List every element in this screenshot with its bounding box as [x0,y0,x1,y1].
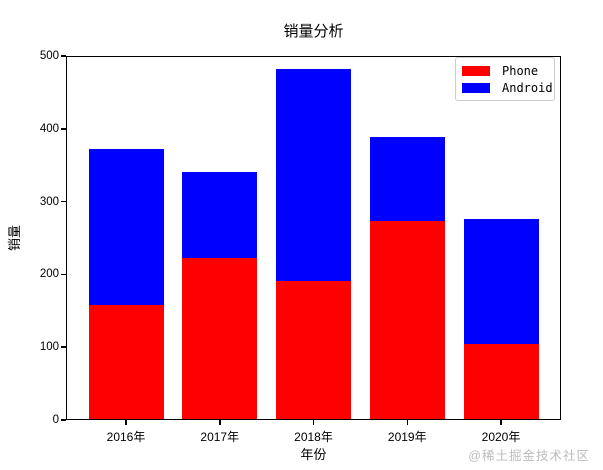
legend-item-phone: Phone [462,62,548,79]
y-tick-label: 400 [39,122,59,135]
y-tick-mark [61,128,66,130]
legend-label: Phone [502,63,539,78]
bar-segment-2020年-android [463,219,539,344]
legend-label: Android [502,80,553,95]
y-tick-label: 0 [52,414,59,426]
y-tick-label: 500 [39,50,59,62]
x-tick-mark [219,420,221,425]
x-tick-label: 2019年 [387,430,427,444]
chart-title: 销量分析 [283,23,344,40]
legend: Phone Android [455,57,555,101]
x-tick-mark [125,420,127,425]
y-tick-label: 300 [39,195,59,208]
bar-segment-2018年-phone [276,280,351,420]
bar-segment-2018年-android [276,69,351,281]
bar-segment-2017年-android [182,171,258,259]
legend-swatch-phone [462,65,490,76]
x-axis-label: 年份 [300,447,327,462]
x-tick-label: 2018年 [294,430,333,444]
bar-segment-2017年-phone [182,258,258,420]
legend-swatch-android [462,82,490,93]
legend-item-android: Android [462,79,553,96]
y-tick-mark [61,55,66,57]
x-tick-label: 2017年 [200,430,240,444]
bar-segment-2020年-phone [463,343,539,420]
y-tick-mark [61,273,66,276]
x-tick-mark [312,420,315,425]
y-tick-mark [61,346,66,348]
y-tick-label: 100 [39,341,59,354]
x-tick-mark [406,420,408,425]
bar-segment-2016年-android [88,149,164,305]
x-tick-label: 2016年 [106,430,146,444]
watermark: @稀土掘金技术社区 [468,449,590,463]
x-tick-label: 2020年 [481,430,521,444]
x-tick-mark [500,420,502,425]
y-axis-label: 销量 [7,225,22,252]
bar-segment-2016年-phone [88,304,164,420]
bar-segment-2019年-android [369,136,445,222]
y-tick-mark [61,419,66,421]
bar-segment-2019年-phone [369,221,445,420]
y-tick-mark [61,200,66,203]
y-tick-label: 200 [39,268,59,281]
